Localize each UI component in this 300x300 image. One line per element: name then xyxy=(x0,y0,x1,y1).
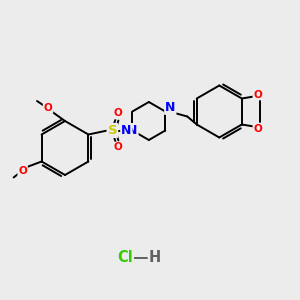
Text: S: S xyxy=(108,124,117,137)
Text: N: N xyxy=(127,124,138,137)
Text: N: N xyxy=(165,101,175,114)
Text: Cl: Cl xyxy=(117,250,133,266)
Text: O: O xyxy=(113,109,122,118)
Text: N: N xyxy=(121,124,132,137)
Text: O: O xyxy=(113,142,122,152)
Text: O: O xyxy=(18,166,27,176)
Text: O: O xyxy=(254,124,262,134)
Text: O: O xyxy=(254,89,262,100)
Text: H: H xyxy=(149,250,161,266)
Text: O: O xyxy=(44,103,52,113)
